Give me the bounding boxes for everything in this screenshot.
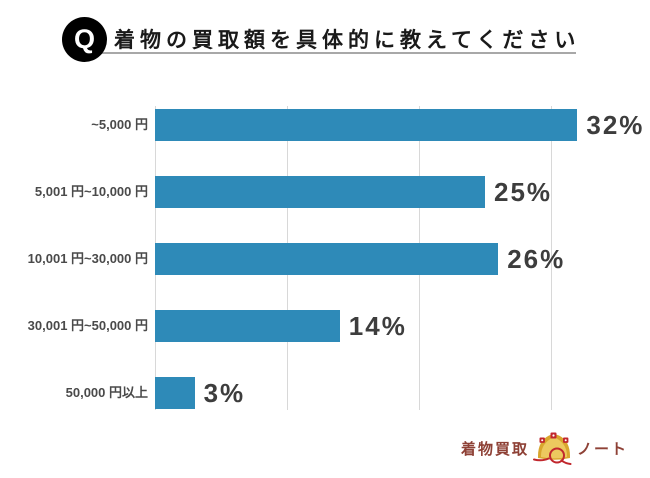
bar-row: 10,001 円~30,000 円 26% xyxy=(0,243,650,275)
logo-text-note: ノート xyxy=(576,442,628,458)
title-underline xyxy=(84,52,576,54)
bar-row: 5,001 円~10,000 円 25% xyxy=(0,176,650,208)
bar xyxy=(155,176,485,208)
category-label: ~5,000 円 xyxy=(91,117,148,132)
bar-row: 30,001 円~50,000 円 14% xyxy=(0,310,650,342)
value-label: 26% xyxy=(507,244,566,274)
bar xyxy=(155,377,195,409)
bar-row: ~5,000 円 32% xyxy=(0,109,650,141)
category-label: 50,000 円以上 xyxy=(65,385,148,400)
category-label: 5,001 円~10,000 円 xyxy=(34,184,148,199)
gift-envelope-icon xyxy=(532,431,575,470)
logo-text-kimono-kaitori: 着物買取 xyxy=(460,442,529,458)
bar xyxy=(155,109,578,141)
brand-logo: 着物買取 ノート xyxy=(461,429,628,468)
bar xyxy=(155,243,499,275)
value-label: 14% xyxy=(348,311,407,341)
q-letter: Q xyxy=(73,24,95,54)
category-label: 10,001 円~30,000 円 xyxy=(27,251,148,266)
gridline xyxy=(551,106,552,410)
value-label: 32% xyxy=(586,110,645,140)
value-label: 25% xyxy=(494,177,553,207)
category-label: 30,001 円~50,000 円 xyxy=(27,318,148,333)
page-title: 着物の買取額を具体的に教えてください xyxy=(114,29,581,52)
value-label: 3% xyxy=(203,378,246,408)
question-badge: Q xyxy=(62,17,107,62)
bar-row: 50,000 円以上 3% xyxy=(0,377,650,409)
bar xyxy=(155,310,340,342)
